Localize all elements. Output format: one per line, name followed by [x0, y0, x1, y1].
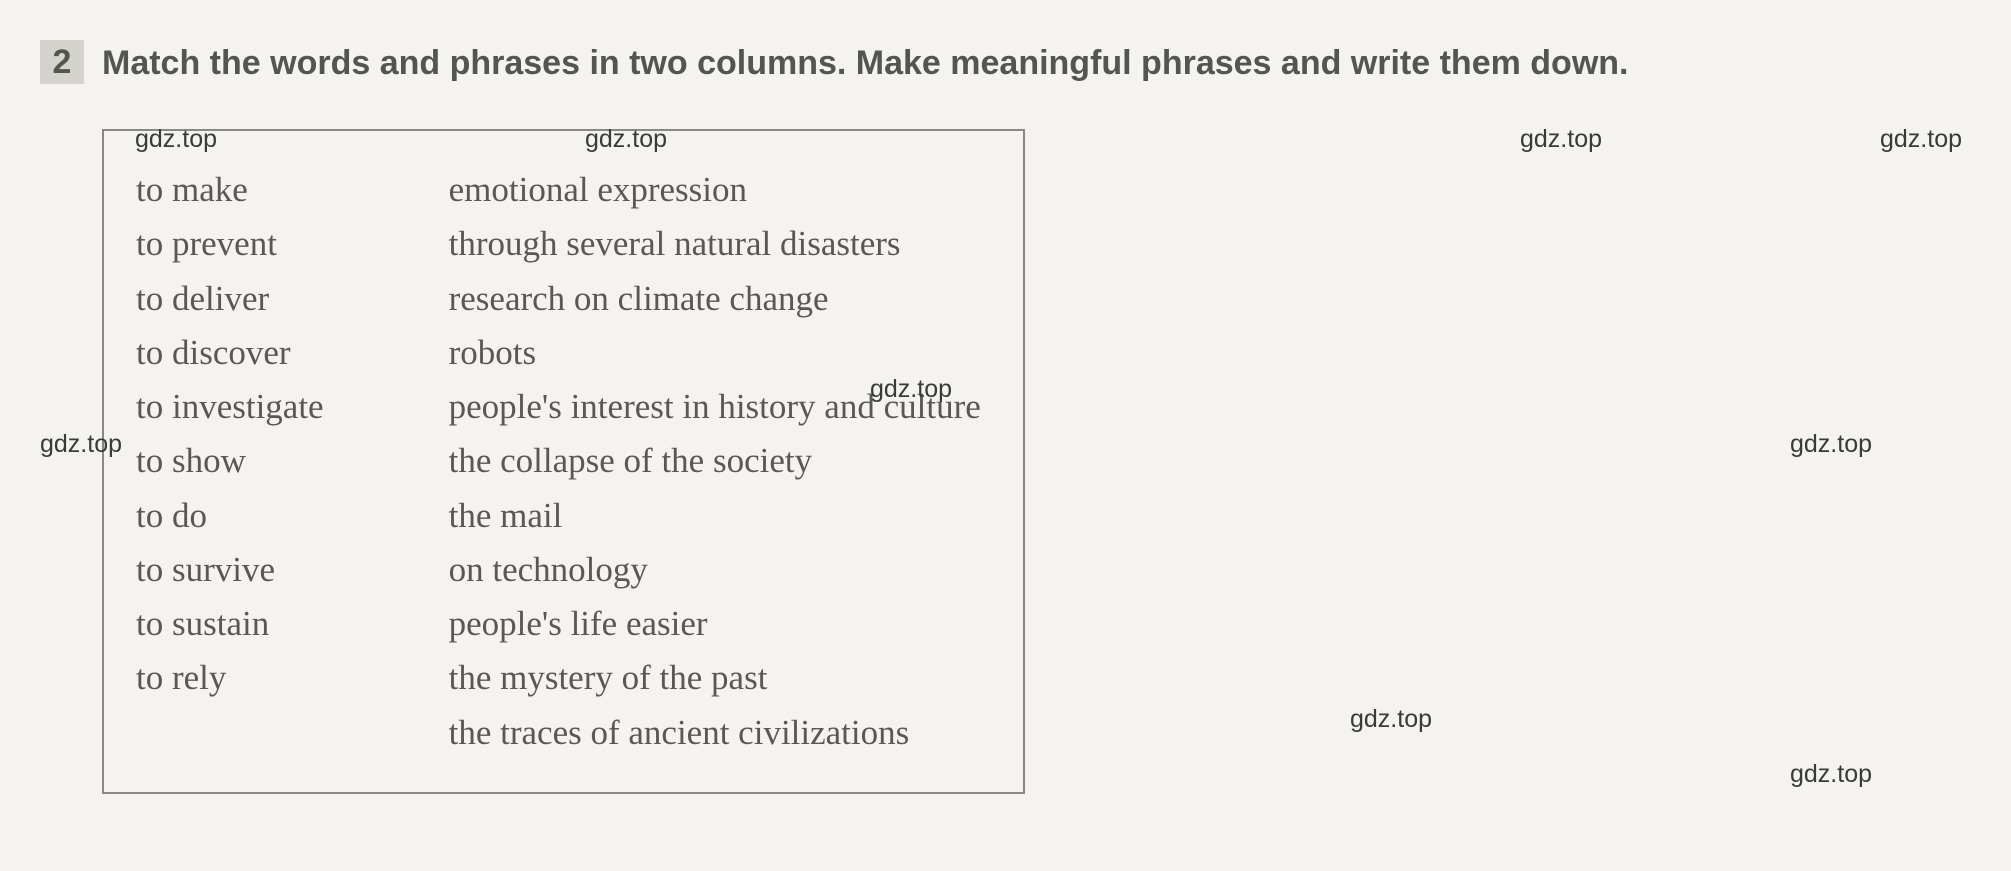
watermark: gdz.top [1520, 125, 1602, 154]
right-item: through several natural disasters [449, 217, 981, 271]
right-item: the collapse of the society [449, 434, 981, 488]
left-item: to sustain [136, 597, 324, 651]
watermark: gdz.top [1790, 430, 1872, 459]
left-item: to discover [136, 326, 324, 380]
exercise-number: 2 [53, 43, 72, 82]
left-item: to make [136, 163, 324, 217]
left-item: to rely [136, 651, 324, 705]
right-item: robots [449, 326, 981, 380]
match-table: to make to prevent to deliver to discove… [102, 129, 1025, 794]
page-container: 2 Match the words and phrases in two col… [40, 40, 1971, 794]
left-item: to investigate [136, 380, 324, 434]
watermark: gdz.top [1790, 760, 1872, 789]
right-item: the mail [449, 489, 981, 543]
exercise-number-box: 2 [40, 40, 84, 84]
left-item: to do [136, 489, 324, 543]
right-item: emotional expression [449, 163, 981, 217]
right-item: on technology [449, 543, 981, 597]
left-item: to prevent [136, 217, 324, 271]
left-item: to show [136, 434, 324, 488]
right-item: research on climate change [449, 272, 981, 326]
watermark: gdz.top [1880, 125, 1962, 154]
right-item: people's interest in history and culture [449, 380, 981, 434]
left-item: to deliver [136, 272, 324, 326]
exercise-header: 2 Match the words and phrases in two col… [40, 40, 1971, 84]
watermark: gdz.top [1350, 705, 1432, 734]
exercise-instruction: Match the words and phrases in two colum… [102, 40, 1628, 84]
left-column: to make to prevent to deliver to discove… [136, 163, 324, 760]
right-item: people's life easier [449, 597, 981, 651]
left-item: to survive [136, 543, 324, 597]
columns-wrapper: to make to prevent to deliver to discove… [104, 131, 1023, 792]
right-column: emotional expression through several nat… [449, 163, 981, 760]
right-item: the traces of ancient civilizations [449, 706, 981, 760]
right-item: the mystery of the past [449, 651, 981, 705]
